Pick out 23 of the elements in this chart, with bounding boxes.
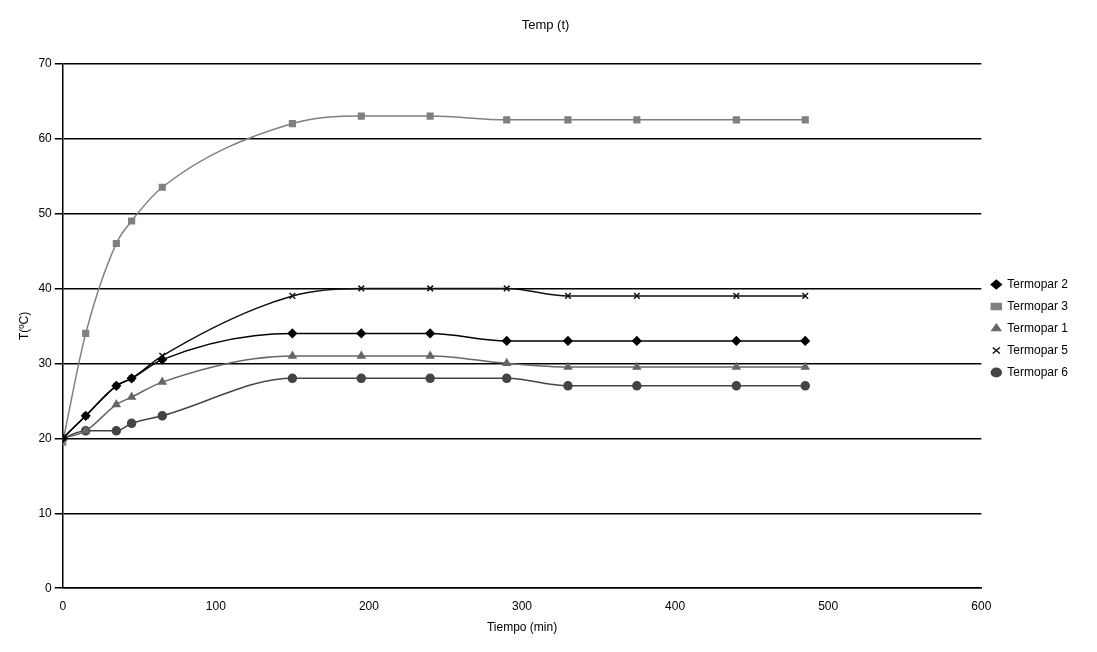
y-tick-label: 70	[38, 55, 53, 70]
y-tick-label: 0	[45, 580, 53, 595]
x-tick-label: 600	[971, 598, 992, 613]
legend-label: Termopar 1	[1007, 320, 1069, 335]
y-axis-title: T(ºC)	[16, 311, 31, 341]
x-axis-title: Tiempo (min)	[486, 620, 558, 635]
legend-label: Termopar 2	[1007, 276, 1069, 291]
x-tick-label: 500	[818, 598, 839, 613]
y-tick-label: 10	[38, 505, 53, 520]
y-tick-label: 20	[38, 430, 53, 445]
y-tick-label: 60	[38, 130, 53, 145]
x-tick-label: 0	[59, 598, 67, 613]
chart-title: Temp (t)	[521, 17, 570, 33]
legend-label: Termopar 3	[1007, 298, 1069, 313]
y-tick-label: 50	[38, 205, 53, 220]
y-tick-label: 40	[38, 280, 53, 295]
y-tick-label: 30	[38, 355, 53, 370]
x-tick-label: 300	[512, 598, 533, 613]
legend-label: Termopar 6	[1007, 364, 1069, 379]
x-tick-label: 100	[205, 598, 227, 613]
legend-label: Termopar 5	[1007, 342, 1069, 357]
x-tick-label: 200	[358, 598, 380, 613]
x-tick-label: 400	[665, 598, 686, 613]
